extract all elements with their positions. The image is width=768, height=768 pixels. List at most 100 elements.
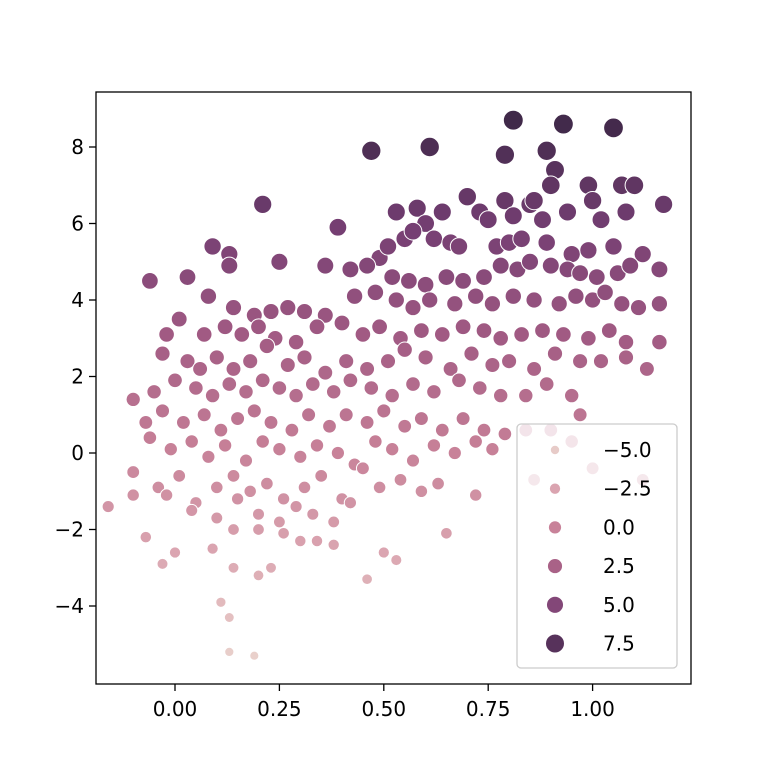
data-point — [377, 546, 390, 559]
data-point — [163, 442, 178, 457]
data-point — [454, 318, 472, 336]
data-point — [230, 411, 246, 427]
data-point — [170, 310, 188, 328]
data-point — [533, 210, 552, 230]
data-point — [316, 256, 335, 275]
data-point — [142, 430, 158, 445]
legend-marker — [548, 482, 562, 495]
data-point — [224, 299, 243, 317]
data-point — [413, 411, 429, 427]
data-point — [221, 376, 238, 392]
data-point — [621, 256, 640, 275]
data-point — [243, 484, 257, 499]
data-point — [354, 326, 372, 343]
data-point — [215, 596, 227, 608]
x-tick-label: 0.75 — [466, 697, 511, 721]
data-point — [525, 291, 543, 309]
data-point — [361, 573, 373, 586]
data-point — [233, 326, 251, 343]
x-tick-label: 1.00 — [570, 697, 615, 721]
data-point — [537, 233, 556, 252]
data-point — [432, 202, 452, 222]
data-point — [405, 376, 421, 392]
data-point — [493, 387, 509, 404]
data-point — [295, 302, 314, 321]
data-point — [227, 523, 240, 536]
data-point — [272, 515, 286, 529]
x-tick-label: 0.25 — [257, 697, 302, 721]
data-point — [167, 372, 183, 389]
data-point — [475, 268, 493, 286]
data-point — [572, 353, 589, 370]
data-point — [390, 554, 403, 567]
data-point — [385, 442, 400, 457]
data-point — [564, 387, 580, 404]
data-point — [513, 326, 530, 343]
data-point — [238, 384, 254, 400]
data-point — [224, 646, 235, 658]
data-point — [440, 526, 453, 540]
data-point — [328, 217, 348, 237]
legend-label: −2.5 — [603, 477, 652, 501]
data-point — [309, 438, 325, 453]
data-point — [192, 360, 209, 377]
data-point — [417, 349, 434, 366]
data-point — [472, 380, 488, 396]
legend-label: 5.0 — [603, 593, 635, 617]
data-point — [199, 287, 218, 305]
data-point — [255, 434, 270, 449]
data-point — [272, 442, 287, 457]
data-point — [366, 283, 385, 302]
data-point — [341, 260, 360, 279]
data-point — [250, 318, 267, 336]
data-point — [579, 241, 598, 260]
data-point — [524, 190, 544, 211]
data-point — [451, 372, 467, 389]
data-point — [371, 318, 388, 336]
data-point — [252, 569, 265, 582]
data-point — [201, 449, 216, 464]
data-point — [289, 500, 303, 514]
legend-marker — [547, 520, 563, 535]
data-point — [279, 299, 297, 317]
data-point — [629, 299, 648, 317]
y-tick-label: 0 — [71, 441, 84, 465]
y-tick-label: 8 — [71, 135, 84, 159]
data-point — [196, 407, 212, 423]
data-point — [384, 387, 400, 404]
axes-frame — [95, 91, 692, 685]
legend-label: 2.5 — [603, 554, 635, 578]
data-point — [426, 438, 442, 453]
data-point — [416, 275, 435, 294]
data-point — [342, 372, 359, 389]
data-point — [431, 476, 445, 491]
data-point — [178, 268, 197, 286]
data-point — [327, 538, 340, 551]
points-layer — [101, 109, 674, 661]
data-point — [297, 480, 312, 495]
data-point — [616, 202, 636, 222]
y-axis: −4 −2 0 2 4 6 8 — [55, 135, 96, 618]
data-point — [184, 434, 199, 449]
data-point — [397, 418, 413, 434]
data-point — [216, 318, 234, 336]
legend: −5.0 −2.5 0.0 2.5 5.0 7.5 — [516, 423, 678, 669]
data-point — [225, 360, 242, 377]
data-point — [651, 333, 668, 351]
data-point — [582, 190, 603, 211]
data-point — [338, 353, 355, 370]
data-point — [404, 299, 422, 317]
data-point — [213, 422, 229, 438]
data-point — [210, 511, 224, 525]
data-point — [413, 322, 430, 339]
data-point — [400, 272, 418, 290]
data-point — [603, 117, 624, 139]
data-point — [271, 380, 288, 396]
legend-marker — [545, 633, 565, 654]
data-point — [540, 175, 561, 196]
data-point — [159, 488, 174, 502]
legend-label: 7.5 — [603, 632, 635, 656]
data-point — [254, 372, 271, 389]
data-point — [296, 349, 313, 366]
data-point — [204, 387, 221, 404]
